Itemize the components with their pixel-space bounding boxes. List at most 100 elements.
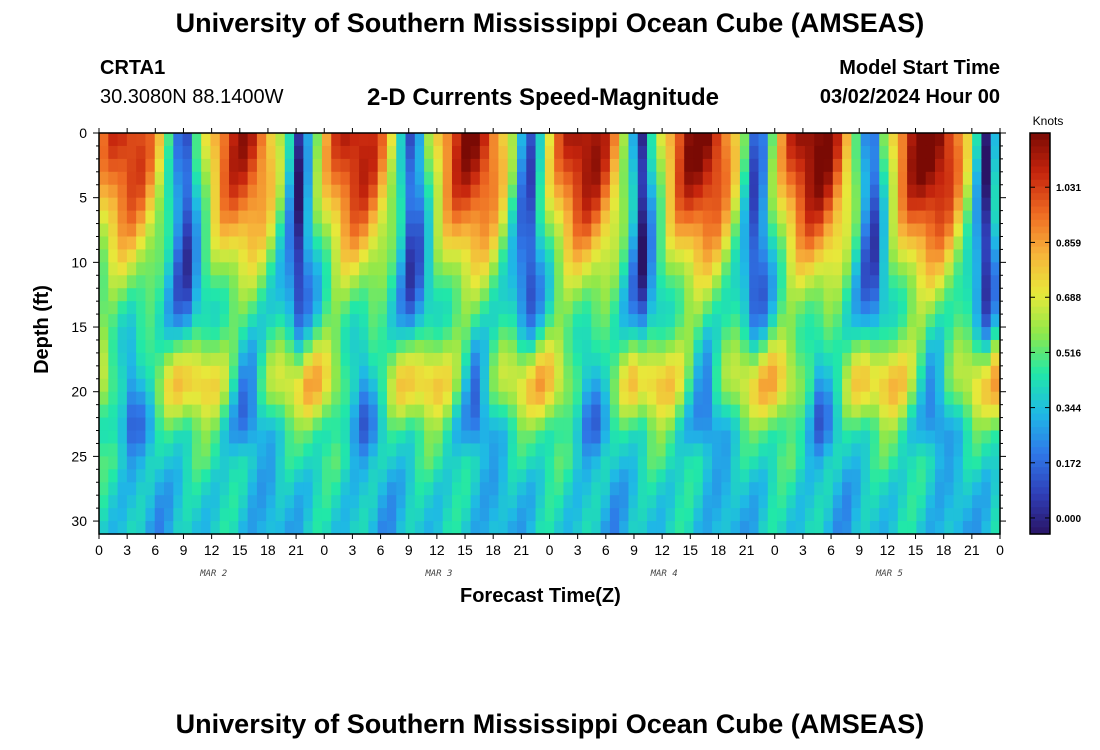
heatmap-cell (191, 133, 202, 147)
heatmap-cell (851, 391, 862, 406)
heatmap-cell (656, 288, 667, 302)
heatmap-cell (99, 456, 109, 470)
heatmap-cell (860, 275, 871, 289)
heatmap-cell (284, 391, 295, 406)
heatmap-cell (182, 197, 193, 212)
heatmap-cell (814, 133, 825, 147)
x-tick-label: 6 (602, 542, 610, 558)
heatmap-cell (498, 521, 509, 535)
heatmap-cell (256, 417, 267, 432)
heatmap-cell (962, 223, 973, 238)
heatmap-cell (786, 133, 797, 147)
heatmap-cell (117, 184, 128, 199)
heatmap-cell (331, 430, 342, 445)
heatmap-cell (219, 275, 230, 289)
heatmap-cell (349, 133, 360, 147)
heatmap-cell (191, 327, 202, 341)
heatmap-cell (516, 456, 527, 470)
heatmap-cell (247, 145, 258, 160)
heatmap-cell (414, 236, 425, 251)
heatmap-cell (368, 133, 379, 147)
heatmap-cell (126, 417, 137, 432)
heatmap-cell (990, 288, 1001, 302)
heatmap-cell (275, 249, 286, 263)
heatmap-cell (294, 249, 304, 263)
heatmap-cell (721, 521, 732, 535)
heatmap-cell (758, 378, 769, 393)
heatmap-cell (814, 327, 825, 341)
heatmap-cell (786, 223, 797, 238)
footer-title: University of Southern Mississippi Ocean… (175, 709, 925, 739)
heatmap-cell (386, 378, 397, 393)
heatmap-cell (786, 301, 797, 315)
heatmap-cell (934, 404, 945, 419)
heatmap-cell (712, 430, 722, 445)
heatmap-cell (684, 495, 695, 509)
heatmap-cell (275, 378, 286, 393)
heatmap-cell (331, 197, 342, 212)
heatmap-cell (126, 469, 137, 483)
heatmap-cell (869, 378, 880, 393)
heatmap-cell (582, 430, 592, 445)
heatmap-cell (498, 262, 509, 276)
heatmap-cell (461, 378, 472, 393)
heatmap-cell (619, 301, 630, 315)
heatmap-cell (777, 469, 787, 483)
heatmap-cell (990, 378, 1001, 393)
heatmap-cell (582, 288, 592, 302)
heatmap-cell (414, 327, 425, 341)
heatmap-cell (721, 288, 732, 302)
heatmap-cell (842, 378, 852, 393)
heatmap-cell (201, 223, 212, 238)
heatmap-cell (414, 145, 425, 160)
heatmap-cell (953, 391, 964, 406)
heatmap-cell (303, 171, 314, 186)
heatmap-cell (386, 197, 397, 212)
heatmap-cell (275, 158, 286, 173)
heatmap-cell (136, 378, 147, 393)
heatmap-cell (136, 314, 147, 328)
heatmap-cell (479, 288, 490, 302)
heatmap-cell (424, 145, 434, 160)
heatmap-cell (284, 508, 295, 522)
heatmap-cell (628, 249, 639, 263)
heatmap-cell (582, 158, 592, 173)
heatmap-cell (879, 223, 890, 238)
heatmap-cell (275, 223, 286, 238)
heatmap-cell (433, 521, 444, 535)
heatmap-cell (414, 197, 425, 212)
heatmap-cell (154, 495, 165, 509)
heatmap-cell (647, 327, 657, 341)
heatmap-cell (990, 521, 1001, 535)
heatmap-cell (730, 508, 741, 522)
heatmap-cell (823, 171, 834, 186)
heatmap-cell (414, 339, 425, 354)
heatmap-cell (600, 171, 611, 186)
heatmap-cell (619, 184, 630, 199)
heatmap-cell (516, 521, 527, 535)
heatmap-cell (944, 236, 955, 251)
heatmap-cell (981, 314, 992, 328)
heatmap-cell (916, 133, 927, 147)
heatmap-cell (136, 288, 147, 302)
heatmap-cell (154, 391, 165, 406)
heatmap-cell (386, 417, 397, 432)
heatmap-cell (758, 197, 769, 212)
heatmap-cell (219, 417, 230, 432)
heatmap-cell (470, 288, 481, 302)
heatmap-cell (433, 443, 444, 457)
colorbar-segment (1030, 380, 1050, 388)
heatmap-cell (851, 158, 862, 173)
heatmap-cell (433, 223, 444, 238)
heatmap-cell (563, 378, 574, 393)
heatmap-cell (359, 495, 369, 509)
heatmap-cell (349, 301, 360, 315)
colorbar-segment (1030, 333, 1050, 341)
heatmap-cell (451, 339, 462, 354)
heatmap-cell (981, 417, 992, 432)
heatmap-cell (897, 275, 908, 289)
heatmap-cell (256, 339, 267, 354)
heatmap-cell (684, 378, 695, 393)
heatmap-cell (777, 521, 787, 535)
heatmap-cell (814, 443, 825, 457)
